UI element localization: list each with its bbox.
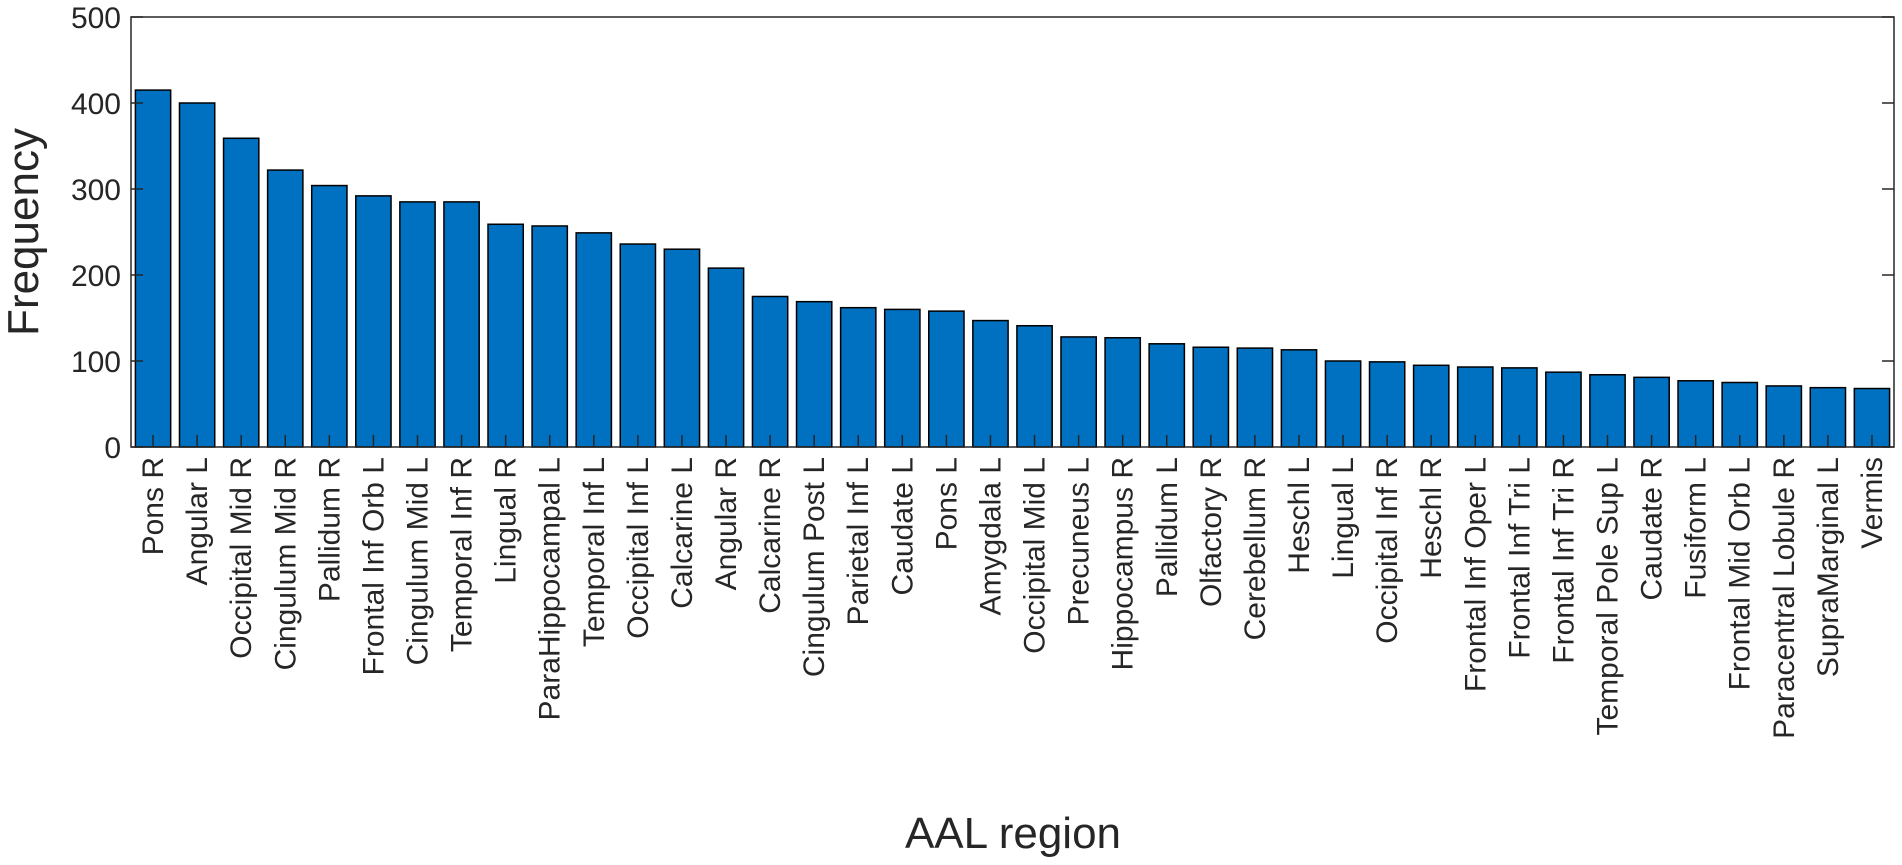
bar [443,201,480,448]
bar [1324,360,1362,448]
x-tick-label: Amygdala L [974,457,1007,615]
bar [1192,346,1230,448]
y-tick-label: 200 [71,260,121,293]
bar [928,310,965,448]
bar [795,300,833,448]
bar [751,295,789,448]
bar [972,319,1009,448]
bar [883,308,921,448]
y-tick-label: 400 [71,88,121,121]
bar [1412,364,1450,448]
bar [1589,374,1626,448]
y-tick-label: 300 [71,174,121,207]
bars-group [134,89,1891,448]
bar [178,102,216,448]
x-tick-label: Hippocampus R [1107,457,1140,670]
y-axis: 0 100 200 300 400 500 [71,2,1894,465]
x-tick-label: Cingulum Mid L [401,457,434,665]
bar [399,201,436,448]
x-tick-label: Pallidum R [313,457,346,602]
bar [266,169,304,448]
x-tick-label: Occipital Inf L [622,457,655,639]
y-axis-title: Frequency [0,128,48,336]
x-tick-label: Parietal Inf L [842,457,875,625]
bar [663,248,701,448]
x-tick-label: Caudate R [1636,457,1669,600]
x-tick-label: Calcarine R [754,457,787,614]
bar [1104,337,1142,448]
x-tick-label: Frontal Mid Orb L [1724,457,1757,690]
x-axis-title: AAL region [905,809,1121,858]
bar [1368,361,1406,448]
x-axis: Pons R Angular L Occipital Mid R Cingulum M… [137,435,1889,739]
x-tick-label: Cingulum Post L [798,457,831,677]
x-tick-label: Temporal Pole Sup L [1592,457,1625,736]
bar [1236,347,1274,448]
bar [575,232,613,448]
y-tick-label: 0 [104,432,121,465]
x-tick-label: Calcarine L [666,457,699,609]
x-tick-label: SupraMarginal L [1812,457,1845,677]
bar [1060,336,1097,448]
x-tick-label: Pons L [930,457,963,550]
bar [487,223,525,448]
x-tick-label: Heschl R [1415,457,1448,579]
x-tick-label: Olfactory R [1195,457,1228,607]
x-tick-label: Vermis [1856,457,1889,549]
x-tick-label: Frontal Inf Tri R [1547,457,1580,664]
bar [619,243,657,448]
bar [310,184,348,448]
x-tick-label: Occipital Inf R [1371,457,1404,644]
x-tick-label: Pallidum L [1151,457,1184,597]
bar [1016,324,1053,448]
bar [134,89,172,448]
x-tick-label: Pons R [137,457,170,555]
x-tick-label: Occipital Mid R [225,457,258,659]
x-tick-label: Caudate L [886,457,919,595]
bar [707,267,745,448]
x-tick-label: Angular L [181,457,214,585]
x-tick-label: Temporal Inf L [578,457,611,647]
bar [839,306,877,448]
y-tick-label: 500 [71,2,121,35]
x-tick-label: Cerebellum R [1239,457,1272,640]
x-tick-label: Temporal Inf R [446,457,479,652]
x-tick-label: Angular R [710,457,743,590]
x-tick-label: Lingual R [490,457,523,584]
bar [222,137,260,448]
bar [531,225,569,448]
bar [1500,367,1538,448]
bar [1148,343,1186,448]
plot-frame [130,16,1895,448]
x-tick-label: Frontal Inf Tri L [1503,457,1536,659]
x-tick-label: Lingual L [1327,457,1360,579]
x-tick-label: Frontal Inf Orb L [357,457,390,675]
x-tick-label: Cingulum Mid R [269,457,302,670]
y-tick-label: 100 [71,346,121,379]
bar [1456,366,1494,448]
bar [1280,349,1318,448]
x-tick-label: ParaHippocampal L [534,457,567,720]
x-tick-label: Paracentral Lobule R [1768,457,1801,739]
x-tick-label: Fusiform L [1680,457,1713,599]
x-tick-label: Precuneus L [1063,457,1096,625]
x-tick-label: Occipital Mid L [1019,457,1052,654]
bar [355,195,392,448]
x-tick-label: Heschl L [1283,457,1316,574]
x-tick-label: Frontal Inf Oper L [1459,457,1492,692]
